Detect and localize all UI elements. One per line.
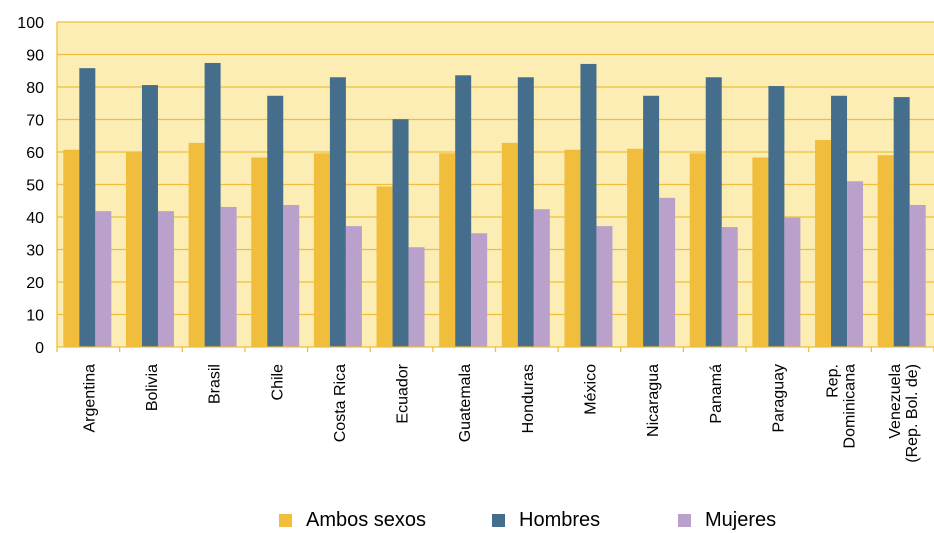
bar <box>815 139 832 347</box>
x-tick-label: Ecuador <box>395 363 412 423</box>
bar <box>204 62 221 347</box>
y-tick-label: 40 <box>26 210 44 227</box>
y-tick-label: 70 <box>26 113 44 130</box>
bar <box>705 77 722 347</box>
x-tick-label-line: Bolivia <box>144 364 161 411</box>
bar <box>267 95 284 347</box>
bar <box>643 95 660 347</box>
bar <box>596 226 613 347</box>
bar <box>893 97 910 347</box>
x-tick-label: Bolivia <box>144 364 161 411</box>
bar <box>564 149 581 347</box>
legend-label: Ambos sexos <box>306 509 427 531</box>
x-tick-label-line: Guatemala <box>457 364 474 442</box>
x-tick-label-line: (Rep. Bol. de) <box>904 364 921 463</box>
legend-item: Ambos sexos <box>279 508 426 533</box>
bar <box>768 86 785 347</box>
x-tick-label: Brasil <box>207 364 224 404</box>
x-tick-label: México <box>582 364 599 415</box>
y-tick-label: 30 <box>26 243 44 260</box>
x-tick-label-line: Nicaragua <box>645 364 662 437</box>
x-tick-label-line: Panamá <box>708 364 725 424</box>
bar <box>125 152 142 347</box>
bar <box>501 142 518 347</box>
legend: Ambos sexos Hombres Mujeres <box>0 508 934 533</box>
x-axis-ticks: Argentina Bolivia Brasil Chile Costa Rica Ecu… <box>81 363 921 462</box>
bar <box>188 142 205 347</box>
bar <box>580 63 597 348</box>
x-tick-label: Chile <box>269 364 286 401</box>
x-tick-label-line: Rep. <box>825 364 842 398</box>
x-tick-label: Rep. Dominicana <box>825 364 859 449</box>
x-tick-label-line: Brasil <box>207 364 224 404</box>
bar <box>283 204 300 347</box>
bar <box>877 155 894 347</box>
legend-item: Mujeres <box>678 508 776 533</box>
x-tick-label: Costa Rica <box>332 364 349 442</box>
bar <box>251 157 268 347</box>
bar <box>95 211 112 347</box>
bar <box>345 226 362 347</box>
bar <box>784 217 801 347</box>
x-tick-label-line: Paraguay <box>770 364 787 433</box>
axes <box>56 22 934 352</box>
x-tick-label-line: Honduras <box>520 364 537 433</box>
legend-swatch <box>279 514 292 527</box>
bar <box>79 68 96 348</box>
x-tick-label: Venezuela (Rep. Bol. de) <box>887 364 921 463</box>
y-axis-ticks: 0 10 20 30 40 50 60 70 80 90 100 <box>17 15 44 357</box>
bar <box>376 186 393 347</box>
bar <box>329 77 346 347</box>
bar <box>627 148 644 347</box>
y-tick-label: 90 <box>26 48 44 65</box>
bar <box>517 77 534 347</box>
x-tick-label: Panamá <box>708 364 725 424</box>
bars <box>63 62 926 348</box>
bar <box>847 181 864 347</box>
x-tick-label-line: Venezuela <box>887 364 904 439</box>
y-tick-label: 50 <box>26 178 44 195</box>
bar <box>157 211 174 347</box>
x-tick-label: Nicaragua <box>645 364 662 437</box>
bar <box>141 85 158 348</box>
legend-swatch <box>492 514 505 527</box>
y-tick-label: 100 <box>17 15 44 32</box>
bar <box>392 119 409 348</box>
bar <box>909 204 926 347</box>
bar <box>533 209 550 347</box>
x-tick-label-line: Costa Rica <box>332 364 349 442</box>
bar <box>721 227 738 347</box>
bar <box>659 197 676 347</box>
bar <box>408 247 425 347</box>
bar <box>220 206 237 347</box>
x-tick-label-line: Argentina <box>81 364 98 433</box>
bar <box>831 95 848 347</box>
y-tick-label: 80 <box>26 80 44 97</box>
x-tick-label: Honduras <box>520 364 537 433</box>
x-tick-label: Argentina <box>81 364 98 433</box>
x-tick-label: Paraguay <box>770 364 787 433</box>
y-tick-label: 60 <box>26 145 44 162</box>
x-tick-label-line: Ecuador <box>395 363 412 423</box>
x-tick-label-line: Dominicana <box>842 364 859 449</box>
legend-item: Hombres <box>492 508 600 533</box>
x-tick-label-line: Chile <box>269 364 286 401</box>
bar <box>752 157 769 347</box>
bar <box>689 153 706 347</box>
legend-label: Mujeres <box>705 509 777 531</box>
legend-label: Hombres <box>519 509 601 531</box>
bar <box>455 75 472 348</box>
x-tick-label: Guatemala <box>457 364 474 442</box>
bar <box>313 153 330 347</box>
legend-swatch <box>678 514 691 527</box>
bar <box>63 149 80 347</box>
y-tick-label: 0 <box>35 340 44 357</box>
x-tick-label-line: México <box>582 364 599 415</box>
bar <box>439 153 456 347</box>
y-tick-label: 20 <box>26 275 44 292</box>
bar <box>471 233 488 347</box>
y-tick-label: 10 <box>26 308 44 325</box>
